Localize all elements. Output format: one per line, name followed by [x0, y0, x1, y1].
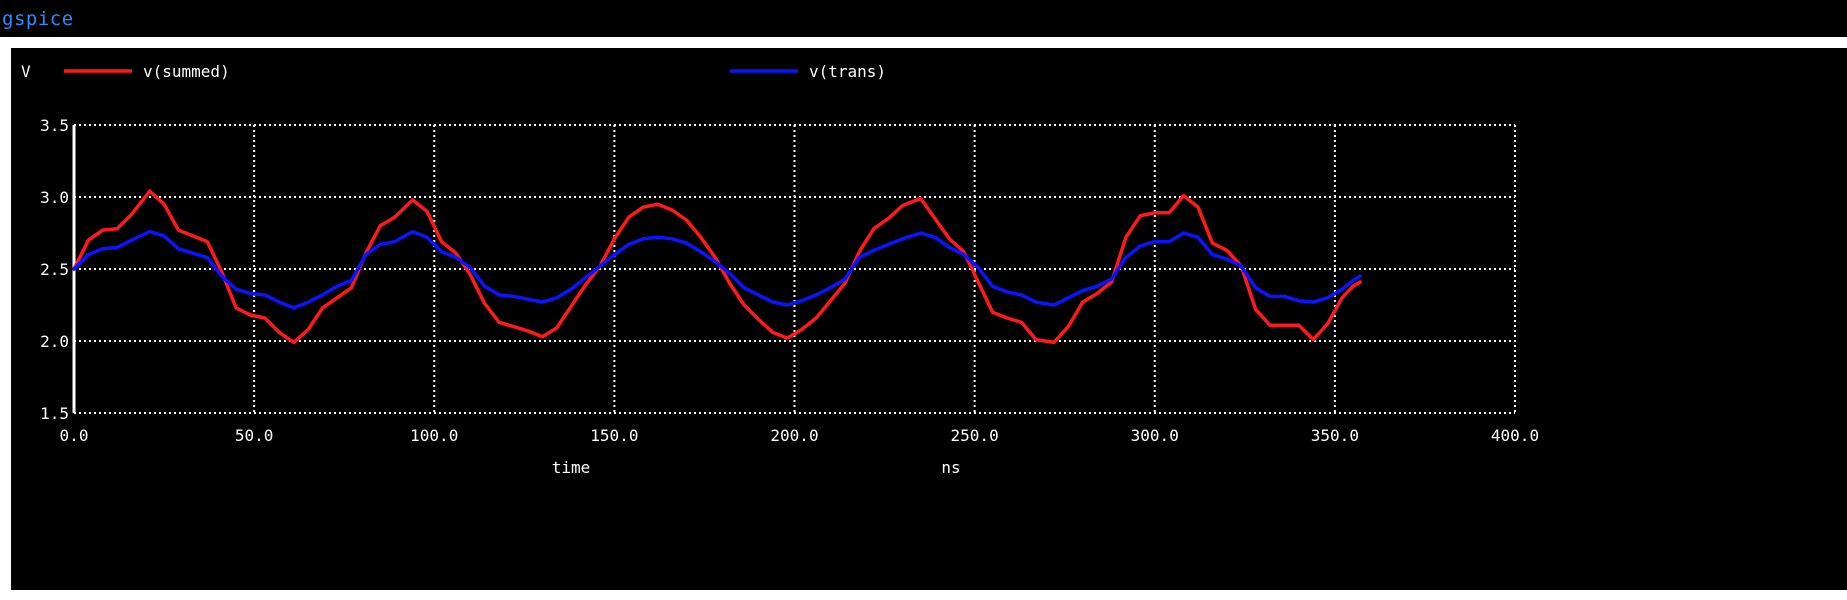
y-tick-label: 1.5 — [40, 404, 69, 423]
y-tick-label: 2.5 — [40, 260, 69, 279]
y-tick-label: 3.0 — [40, 188, 69, 207]
window-title: gspice — [2, 8, 74, 30]
line-chart: 0.0 50.0 100.0 150.0 200.0 250.0 300.0 350.0 400… — [21, 62, 1539, 477]
y-tick-label: 2.0 — [40, 332, 69, 351]
legend-label-1: v(trans) — [809, 62, 886, 81]
series-layer — [72, 189, 1362, 345]
x-axis-unit: ns — [941, 458, 960, 477]
x-axis-label: time — [552, 458, 591, 477]
x-tick-label: 50.0 — [235, 426, 274, 445]
grid-layer — [74, 124, 1516, 413]
x-tick-label: 300.0 — [1131, 426, 1179, 445]
y-axis-label: V — [21, 62, 31, 81]
x-tick-label: 250.0 — [951, 426, 999, 445]
x-tick-label: 350.0 — [1311, 426, 1359, 445]
plot-area: 0.0 50.0 100.0 150.0 200.0 250.0 300.0 350.0 400… — [11, 48, 1847, 590]
series-line-1 — [72, 229, 1362, 310]
x-tick-label: 100.0 — [410, 426, 458, 445]
x-tick-label: 150.0 — [590, 426, 638, 445]
label-layer: 0.0 50.0 100.0 150.0 200.0 250.0 300.0 350.0 400… — [21, 62, 1539, 477]
legend-label-0: v(summed) — [143, 62, 230, 81]
series-line-0 — [72, 189, 1362, 345]
x-tick-label: 0.0 — [60, 426, 89, 445]
x-tick-label: 200.0 — [770, 426, 818, 445]
y-tick-label: 3.5 — [40, 116, 69, 135]
x-tick-label: 400.0 — [1491, 426, 1539, 445]
